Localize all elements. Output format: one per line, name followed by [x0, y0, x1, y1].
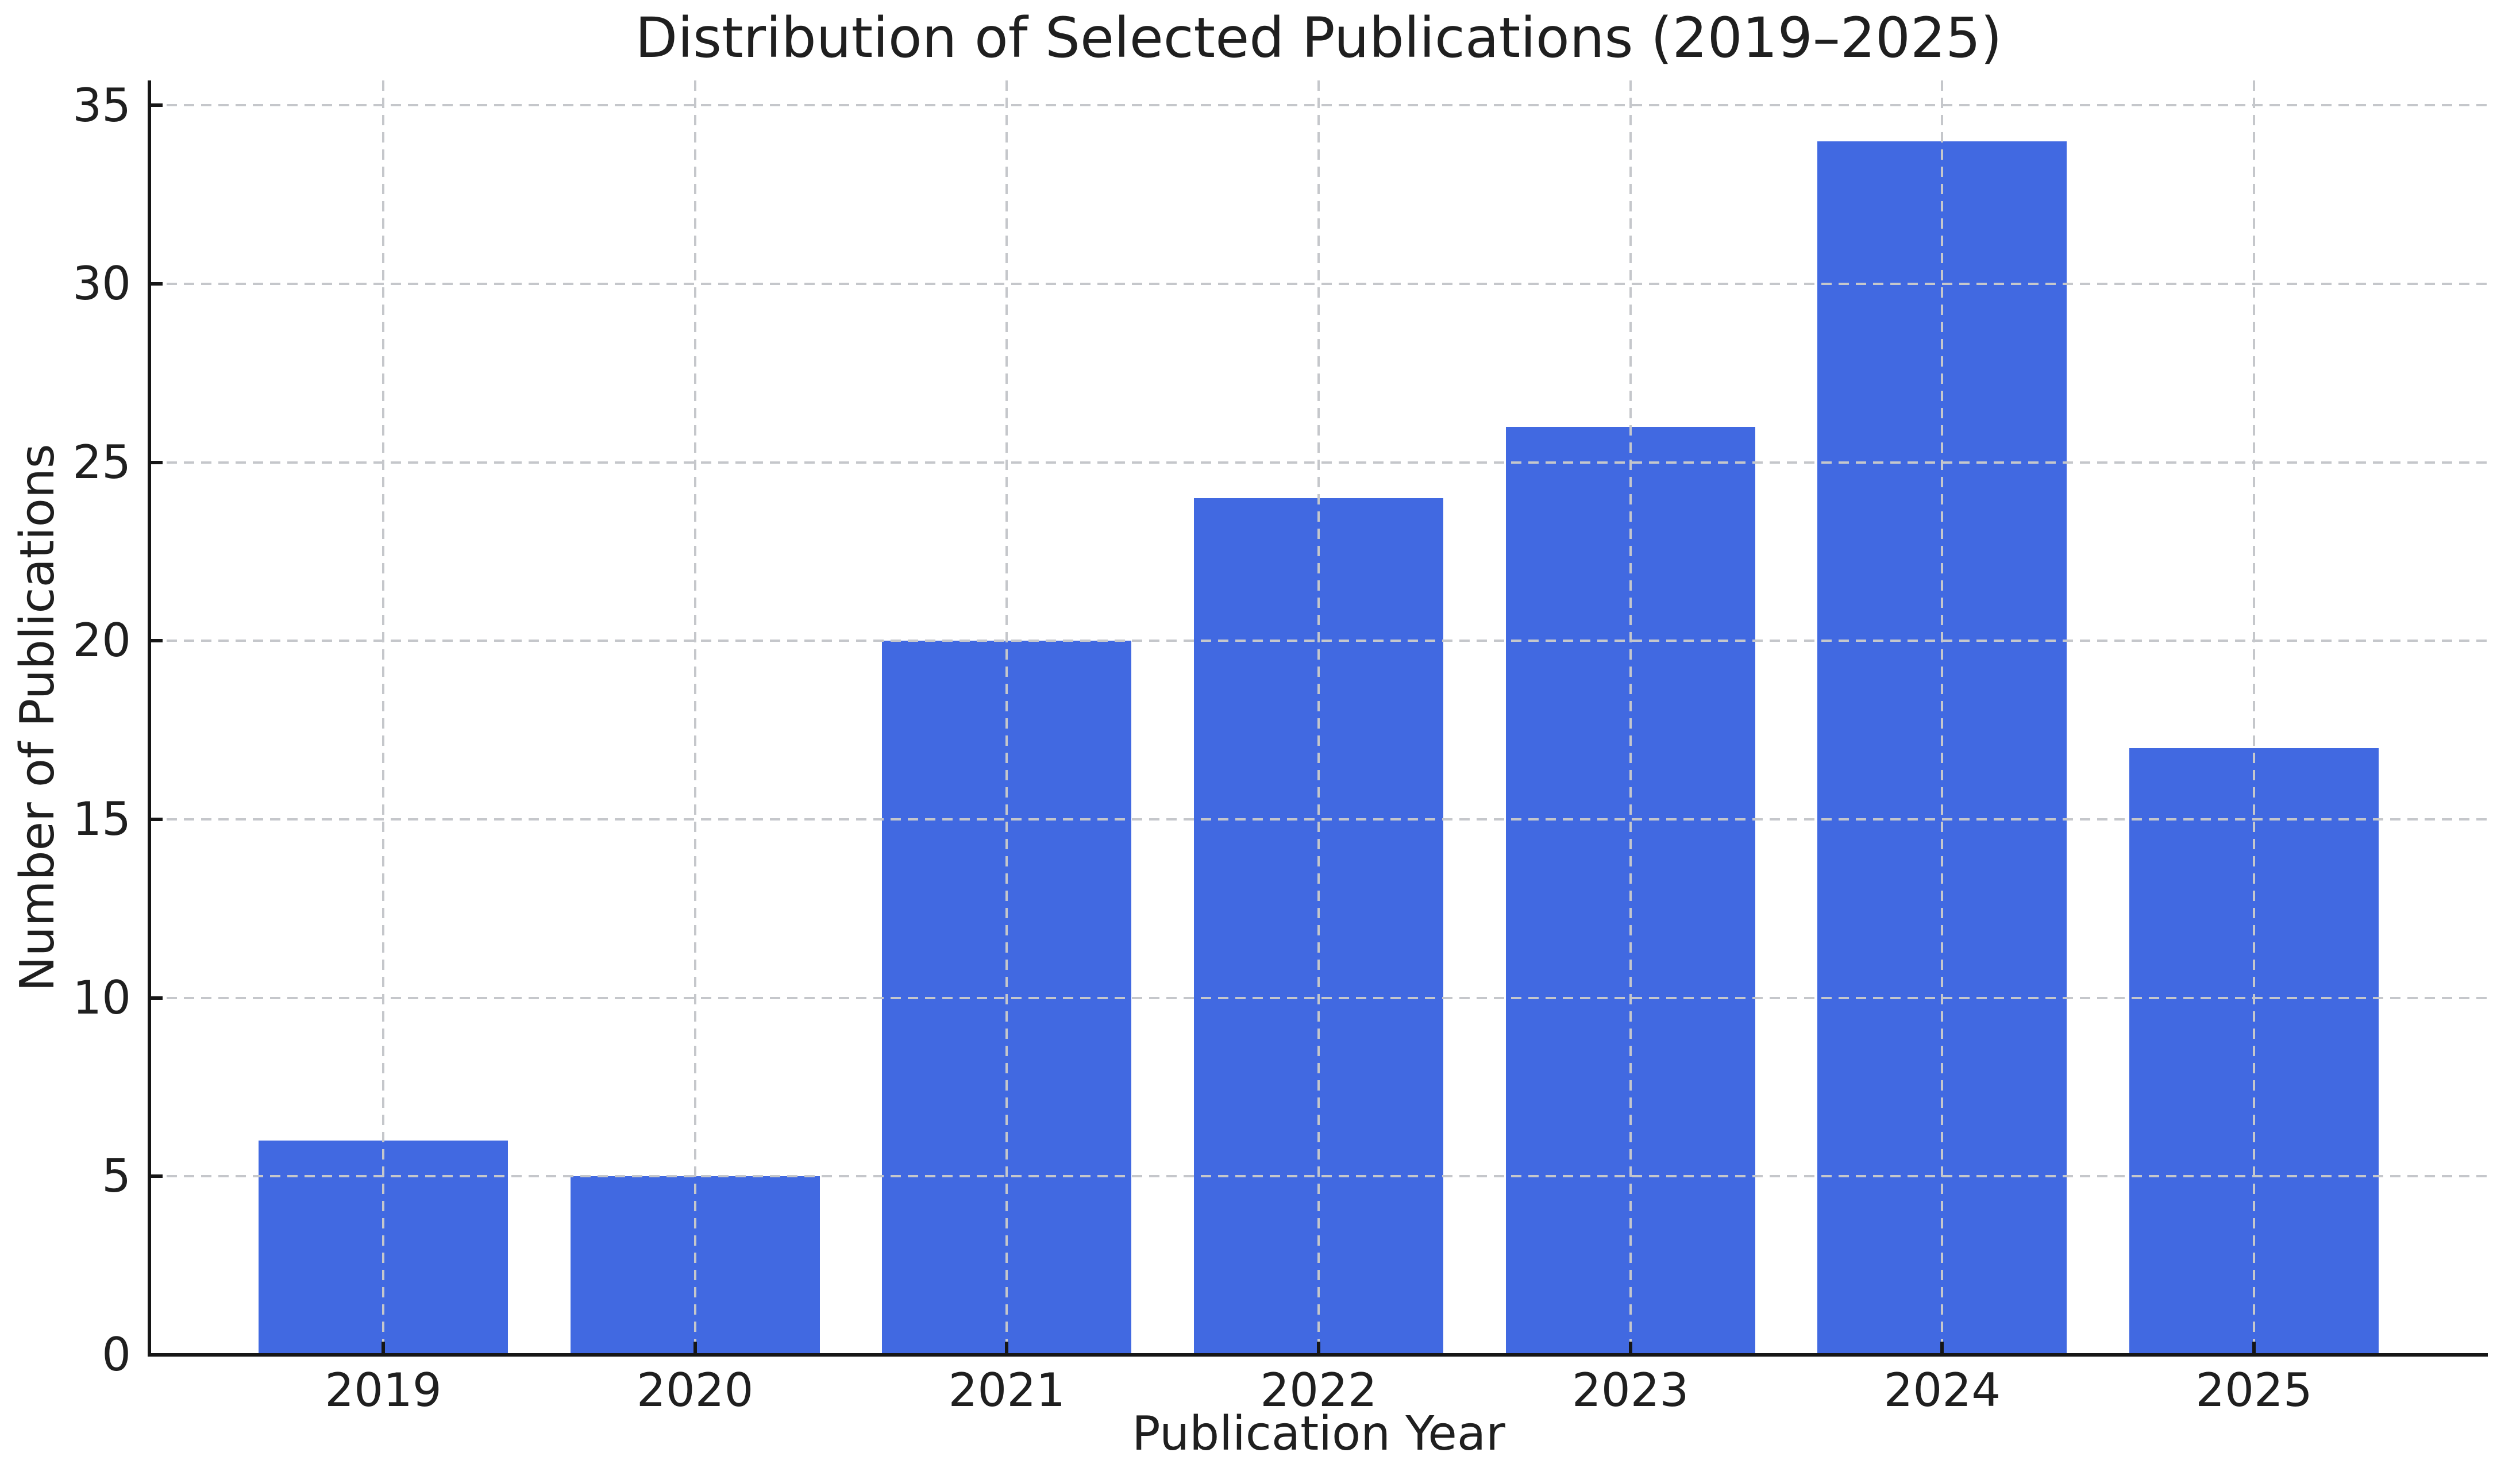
- x-tick-2023: [1628, 1342, 1632, 1353]
- x-tick-label-2025: 2025: [2195, 1363, 2313, 1417]
- y-tick-0: [151, 1353, 163, 1357]
- y-tick-label-25: 25: [72, 435, 131, 489]
- y-tick-label-30: 30: [72, 257, 131, 311]
- y-tick-20: [151, 639, 163, 643]
- y-tick-10: [151, 996, 163, 1000]
- x-tick-2019: [382, 1342, 385, 1353]
- y-tick-label-20: 20: [72, 614, 131, 668]
- gridline-x-2024: [1941, 80, 1944, 1355]
- y-tick-label-15: 15: [72, 792, 131, 846]
- bottom-spine: [148, 1353, 2488, 1357]
- gridline-x-2020: [693, 80, 696, 1355]
- gridline-x-2023: [1629, 80, 1632, 1355]
- x-tick-2020: [693, 1342, 697, 1353]
- y-tick-25: [151, 460, 163, 464]
- x-tick-label-2020: 2020: [636, 1363, 754, 1417]
- chart-title: Distribution of Selected Publications (2…: [635, 6, 2002, 70]
- x-tick-label-2023: 2023: [1571, 1363, 1689, 1417]
- y-tick-label-5: 5: [102, 1149, 131, 1203]
- y-tick-15: [151, 818, 163, 822]
- y-tick-30: [151, 282, 163, 286]
- x-tick-label-2019: 2019: [325, 1363, 442, 1417]
- y-tick-label-0: 0: [102, 1328, 131, 1381]
- x-tick-2025: [2252, 1342, 2256, 1353]
- y-tick-35: [151, 103, 163, 107]
- x-tick-2024: [1940, 1342, 1944, 1353]
- x-tick-2022: [1317, 1342, 1320, 1353]
- x-axis-label: Publication Year: [1132, 1407, 1505, 1461]
- y-axis-label: Number of Publications: [10, 444, 65, 992]
- y-tick-label-10: 10: [72, 970, 131, 1024]
- y-tick-label-35: 35: [72, 78, 131, 132]
- gridline-x-2019: [382, 80, 384, 1355]
- gridline-x-2022: [1317, 80, 1320, 1355]
- gridline-x-2025: [2253, 80, 2255, 1355]
- x-tick-label-2024: 2024: [1883, 1363, 2001, 1417]
- gridline-x-2021: [1005, 80, 1008, 1355]
- left-spine: [148, 80, 151, 1357]
- x-tick-label-2021: 2021: [948, 1363, 1066, 1417]
- x-tick-label-2022: 2022: [1260, 1363, 1377, 1417]
- plot-area: 0 5 10 15 20 25 30 35 2019 2020 2021 2022 2023 2024 20…: [72, 80, 2488, 1416]
- x-tick-2021: [1005, 1342, 1009, 1353]
- y-tick-5: [151, 1174, 163, 1178]
